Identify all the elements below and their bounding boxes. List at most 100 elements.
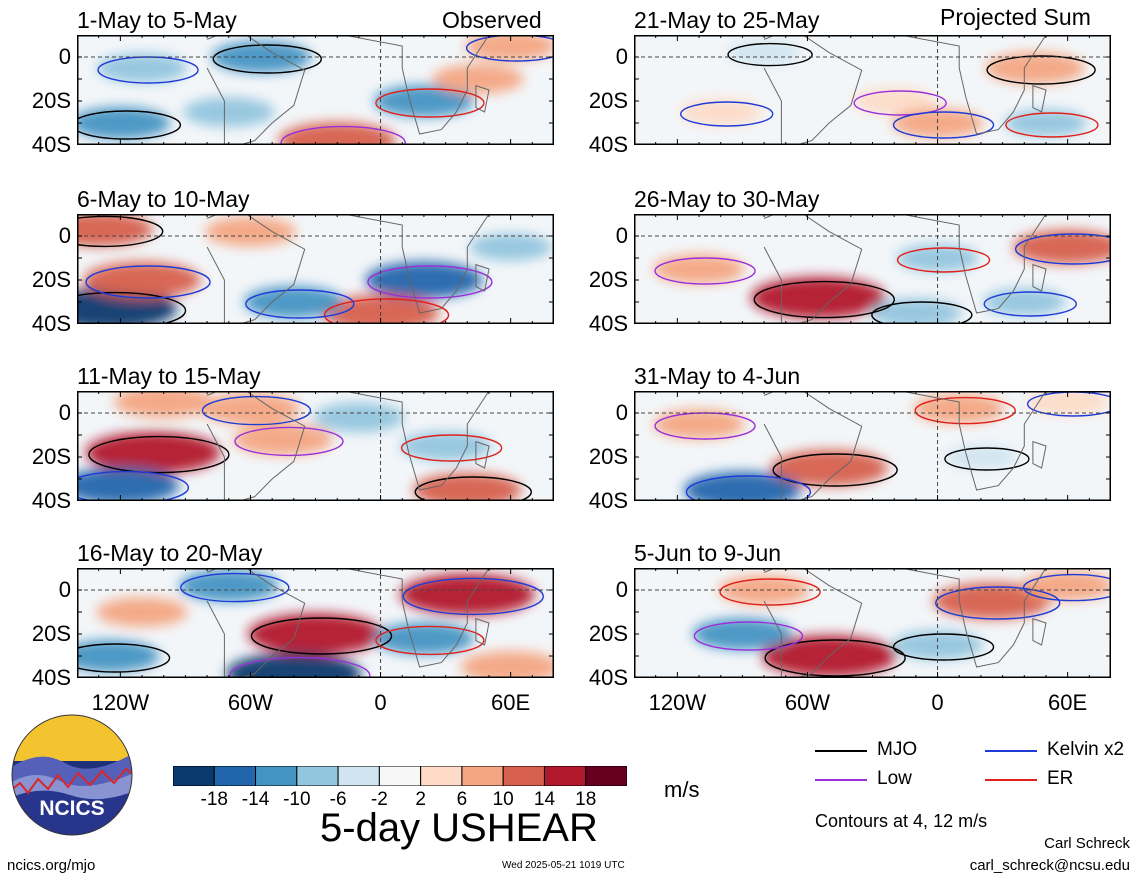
author-email[interactable]: carl_schreck@ncsu.edu	[969, 857, 1130, 874]
contour-line	[367, 265, 493, 299]
contour-line	[77, 110, 182, 140]
anomaly-cell	[77, 107, 171, 139]
legend-label: Kelvin x2	[1047, 739, 1125, 760]
y-tick-label: 0	[58, 223, 71, 248]
x-tick-label: 0	[374, 690, 387, 715]
map-panel	[77, 568, 554, 678]
legend-label: MJO	[877, 739, 918, 760]
anomaly-cell	[113, 391, 214, 418]
y-tick-label: 40S	[588, 132, 628, 157]
y-tick-label: 40S	[31, 665, 71, 690]
coastline	[206, 214, 306, 324]
coastline	[475, 440, 490, 469]
colorbar-swatch	[585, 765, 628, 787]
projected-column-label: Projected Sum	[940, 4, 1091, 30]
anomaly-cell	[653, 254, 745, 284]
contour-line	[753, 280, 895, 319]
colorbar-tick-label: 18	[575, 789, 597, 810]
colorbar-swatch	[420, 765, 463, 787]
y-tick-label: 0	[58, 577, 71, 602]
coastline	[1032, 84, 1047, 113]
contour-line	[77, 291, 187, 324]
anomaly-cell	[1013, 229, 1111, 265]
x-tick-label: 60E	[491, 690, 531, 715]
anomaly-cell	[1004, 109, 1088, 137]
anomaly-cell	[96, 597, 188, 627]
y-tick-label: 0	[615, 400, 628, 425]
panel-title: 11-May to 15-May	[77, 363, 261, 389]
contour-line	[1022, 573, 1111, 602]
x-tick-label: 0	[931, 690, 944, 715]
anomaly-cell	[465, 35, 554, 61]
anomaly-cell	[770, 449, 888, 487]
anomaly-cell	[85, 431, 221, 474]
contour-line	[280, 125, 406, 145]
contour-line	[914, 396, 1016, 425]
contour-line	[853, 90, 947, 116]
colorbar-swatch	[296, 765, 339, 787]
anomaly-cell	[365, 261, 483, 299]
map-panel-svg	[77, 568, 554, 678]
anomaly-cell	[204, 216, 297, 247]
contour-line	[77, 470, 190, 501]
anomaly-cell	[852, 87, 936, 115]
map-panel	[634, 35, 1111, 145]
logo-text: NCICS	[39, 797, 104, 820]
colorbar-tick-label: 14	[533, 789, 556, 810]
coastline	[763, 35, 863, 145]
map-panel-svg	[77, 214, 554, 324]
units-label: m/s	[664, 777, 700, 802]
anomaly-cell	[247, 613, 384, 655]
y-tick-label: 0	[58, 400, 71, 425]
y-tick-label: 20S	[31, 621, 71, 646]
colorbar-swatch	[213, 765, 257, 787]
anomaly-cell	[313, 402, 405, 433]
anomaly-cell	[944, 444, 1018, 470]
map-panel	[634, 568, 1111, 678]
contour-line	[1005, 112, 1099, 138]
legend-swatch	[815, 750, 867, 752]
anomaly-cell	[373, 85, 474, 117]
anomaly-cell	[77, 640, 160, 672]
contour-line	[680, 101, 774, 127]
anomaly-cell	[399, 431, 492, 461]
contour-line	[465, 35, 554, 62]
footer-url[interactable]: ncics.org/mjo	[7, 857, 96, 874]
contour-line	[400, 434, 503, 462]
contour-line	[212, 44, 322, 74]
contour-line	[1014, 233, 1111, 265]
anomaly-cell	[983, 288, 1066, 316]
contour-line	[983, 291, 1077, 317]
anomaly-cell	[77, 467, 180, 501]
map-panel-svg	[77, 35, 554, 145]
colorbar-tick-label: -6	[329, 789, 347, 810]
y-tick-label: 20S	[31, 444, 71, 469]
colorbar-tick-label: 2	[415, 789, 426, 810]
contour-line	[375, 88, 485, 118]
contour-line	[180, 572, 290, 603]
y-tick-label: 0	[615, 577, 628, 602]
map-panel-svg	[634, 214, 1111, 324]
coastline	[1032, 617, 1047, 646]
map-panel-svg	[634, 391, 1111, 501]
anomaly-cell	[985, 52, 1086, 84]
coastline	[763, 391, 863, 501]
contour-line	[719, 578, 821, 606]
contour-line	[234, 426, 344, 457]
legend-label: ER	[1047, 768, 1074, 789]
panel-title: 21-May to 25-May	[634, 7, 820, 33]
contour-line	[229, 656, 371, 678]
legend-swatch	[815, 779, 867, 781]
contour-line	[727, 42, 813, 67]
figure-title: 5-day USHEAR	[320, 806, 598, 850]
coastline	[475, 84, 490, 113]
contour-line	[772, 453, 898, 487]
y-tick-label: 40S	[588, 488, 628, 513]
colorbar-swatch	[337, 765, 380, 787]
coastline	[475, 263, 490, 292]
map-panel	[77, 35, 554, 145]
map-panel-svg	[634, 35, 1111, 145]
colorbar-tick-label: -14	[241, 789, 270, 810]
colorbar-tick-label: 10	[492, 789, 514, 810]
contour-line	[986, 55, 1096, 85]
